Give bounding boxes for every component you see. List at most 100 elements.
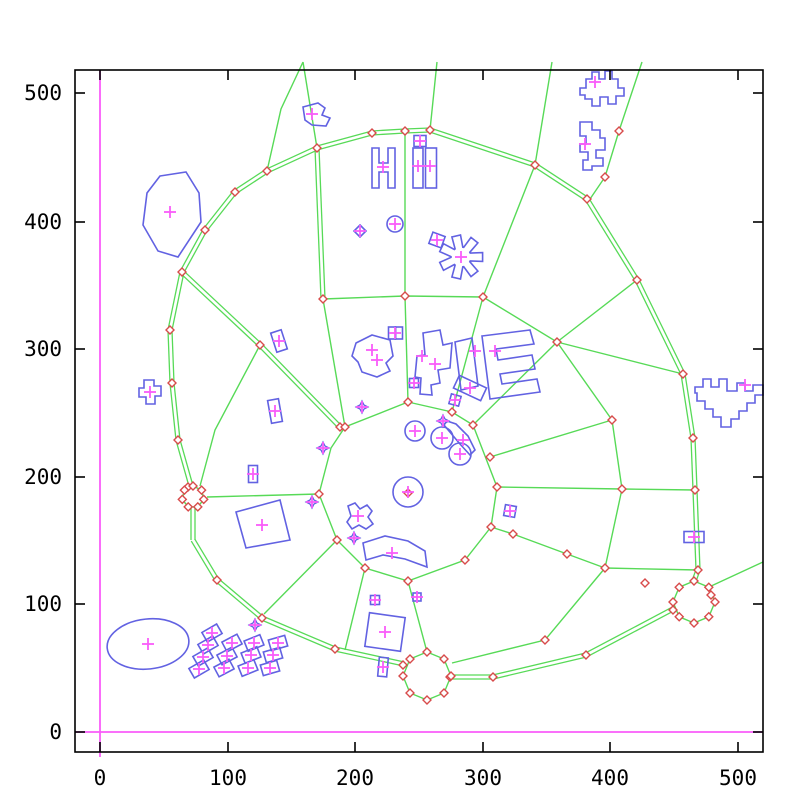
- building: [235, 499, 291, 549]
- junction-diamond: [330, 644, 340, 654]
- road: [472, 341, 558, 426]
- junction-diamond: [468, 420, 478, 430]
- junction-diamond: [460, 555, 470, 565]
- road-double: [175, 440, 190, 487]
- junction-diamond: [540, 635, 550, 645]
- building: [502, 503, 518, 519]
- x-axis-label: 200: [336, 766, 374, 790]
- road: [266, 61, 304, 172]
- junction-diamond: [188, 481, 198, 491]
- junction-diamond: [255, 340, 265, 350]
- y-axis-label: 500: [24, 81, 62, 105]
- road: [534, 61, 553, 166]
- junction-diamond: [478, 292, 488, 302]
- building: [220, 633, 244, 653]
- junction-diamond: [262, 166, 272, 176]
- building: [196, 634, 220, 656]
- road-double: [190, 540, 216, 582]
- junction-diamond: [488, 672, 498, 682]
- building: [362, 535, 428, 569]
- road: [556, 341, 684, 375]
- road: [621, 488, 696, 491]
- junction-diamond: [314, 489, 324, 499]
- building: [447, 392, 463, 408]
- building: [302, 102, 332, 127]
- junction-diamond: [257, 613, 267, 623]
- road-double: [404, 127, 430, 130]
- building: [106, 617, 190, 671]
- junction-diamond: [200, 225, 210, 235]
- junction-diamond: [196, 485, 207, 496]
- plot-frame: [74, 69, 764, 753]
- road-double: [262, 615, 337, 648]
- junction-diamond: [710, 597, 720, 607]
- road-double: [318, 147, 326, 299]
- road: [708, 561, 764, 588]
- building: [424, 147, 438, 189]
- road-double: [586, 610, 675, 658]
- junction-diamond: [486, 522, 496, 532]
- x-axis-label: 400: [591, 766, 629, 790]
- road-double: [638, 278, 686, 374]
- road-double: [690, 438, 694, 491]
- road-double: [202, 190, 234, 230]
- junction-diamond: [177, 267, 187, 277]
- junction-diamond: [405, 688, 415, 698]
- road-double: [372, 132, 406, 136]
- road: [344, 567, 366, 651]
- junction-diamond: [230, 187, 240, 197]
- road-double: [179, 439, 194, 486]
- road-double: [235, 172, 269, 195]
- junction-diamond: [425, 125, 435, 135]
- y-axis-label: 0: [49, 720, 62, 744]
- y-axis-label: 400: [24, 210, 62, 234]
- junction-diamond: [562, 549, 572, 559]
- road-double: [314, 148, 322, 300]
- junction-diamond: [398, 660, 408, 670]
- road-double: [173, 382, 181, 440]
- road-double: [265, 145, 317, 170]
- road-double: [696, 489, 701, 570]
- road-double: [167, 271, 181, 330]
- junction-diamond: [192, 501, 203, 512]
- building: [191, 646, 215, 668]
- road-double: [206, 192, 238, 232]
- building: [392, 476, 424, 508]
- road: [263, 539, 338, 615]
- building: [454, 337, 479, 391]
- junction-diamond: [403, 576, 413, 586]
- junction-diamond: [446, 671, 456, 681]
- road-double: [233, 168, 267, 191]
- building: [269, 328, 289, 354]
- junction-diamond: [340, 422, 350, 432]
- road-double: [684, 373, 696, 438]
- building: [346, 502, 375, 531]
- junction-diamond: [690, 485, 700, 495]
- building: [579, 121, 606, 171]
- road: [604, 567, 699, 571]
- y-axis-label: 100: [24, 592, 62, 616]
- road-double: [493, 656, 587, 680]
- road-double: [267, 149, 319, 174]
- junction-diamond: [508, 529, 518, 539]
- building: [200, 622, 224, 644]
- junction-diamond: [688, 433, 698, 443]
- road-double: [194, 538, 220, 580]
- building: [266, 397, 284, 425]
- building: [404, 420, 426, 442]
- junction-diamond: [689, 618, 699, 628]
- road: [407, 580, 428, 653]
- road: [199, 344, 261, 487]
- road-double: [429, 131, 535, 168]
- junction-diamond: [530, 160, 540, 170]
- road-double: [405, 131, 431, 134]
- junction-diamond: [422, 695, 432, 705]
- junction-diamond: [678, 369, 688, 379]
- junction-diamond: [400, 126, 410, 136]
- road-double: [260, 619, 335, 652]
- building: [237, 658, 259, 678]
- junction-diamond: [400, 291, 410, 301]
- junction-diamond: [177, 494, 188, 505]
